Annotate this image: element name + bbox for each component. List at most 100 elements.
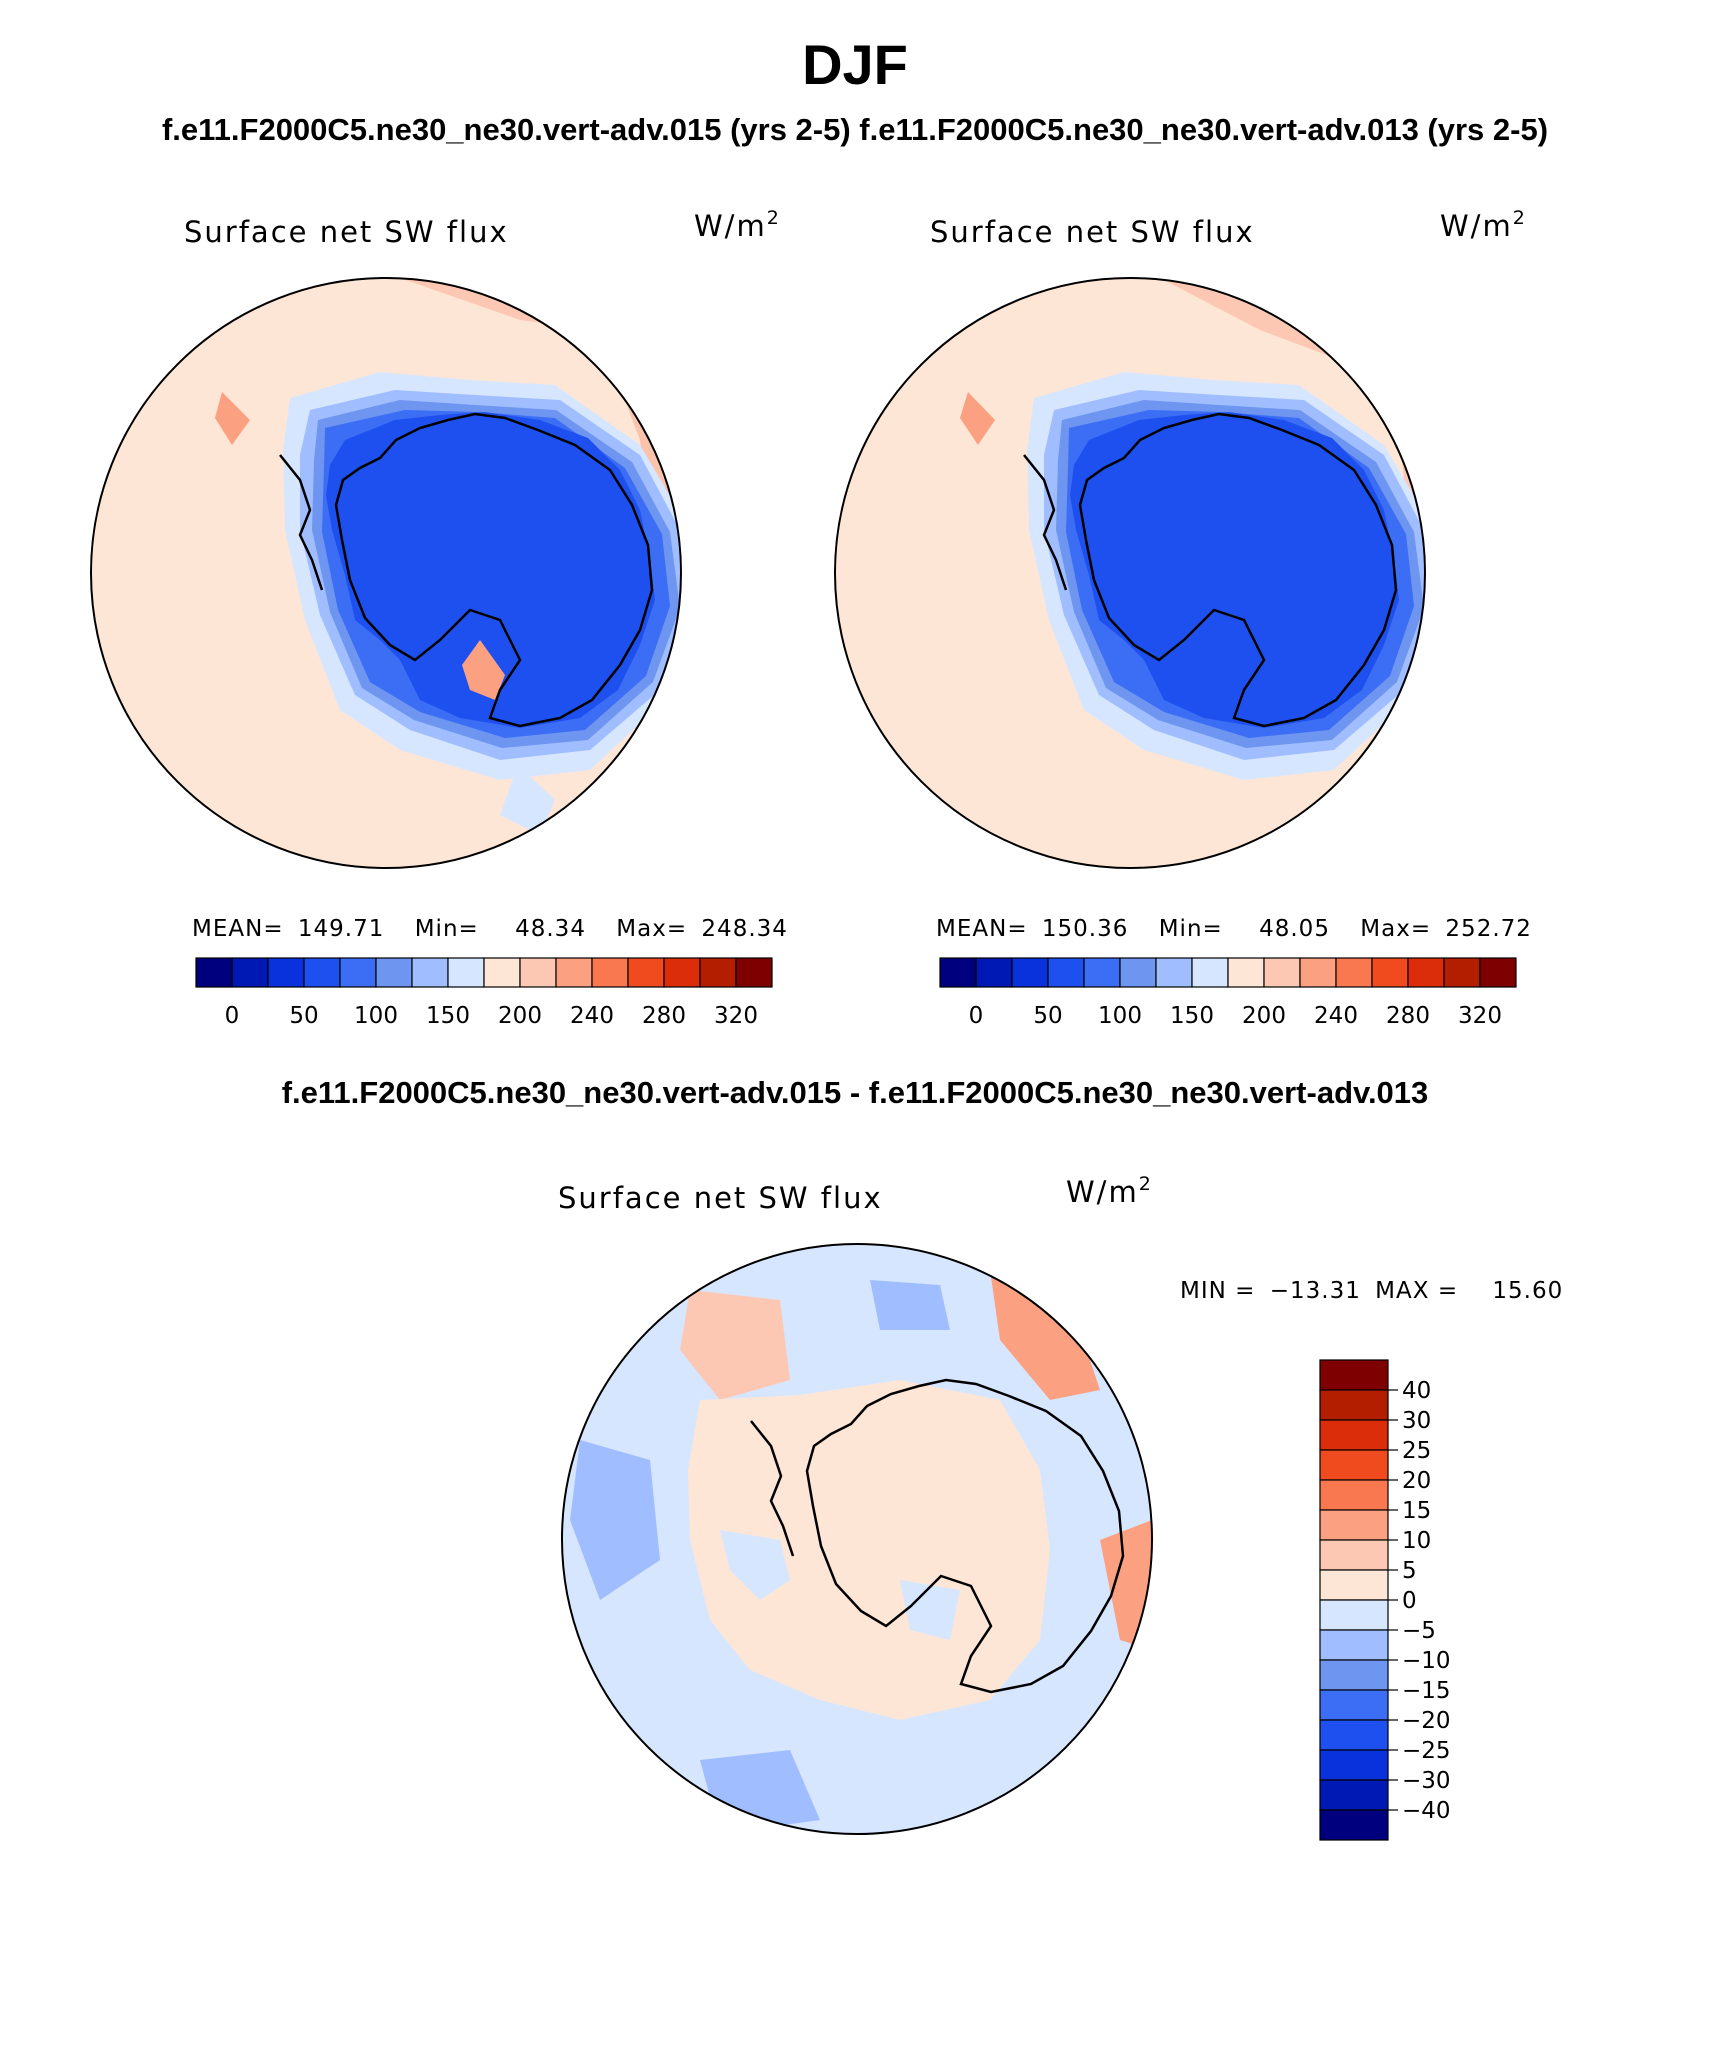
panel-2-colorbar-swatch: [1407, 957, 1445, 988]
panel-2-title: Surface net SW flux: [930, 215, 1255, 249]
panel-1: Surface net SW flux W/m2 MEAN= 149.71 Mi…: [90, 207, 788, 1029]
panel-3-colorbar-tick-label: 15: [1402, 1498, 1431, 1524]
panel-1-stats: MEAN= 149.71 Min= 48.34 Max= 248.34: [192, 916, 788, 942]
panel-1-colorbar-tick-label: 320: [714, 1003, 758, 1029]
panel-1-colorbar-swatch: [231, 957, 269, 988]
panel-2-colorbar-swatch: [1047, 957, 1085, 988]
panel-2-colorbar-tick-label: 0: [969, 1003, 984, 1029]
panel-2-colorbar-swatch: [1335, 957, 1373, 988]
panel-2-colorbar-swatch: [1479, 957, 1517, 988]
panel-3-colorbar-swatch: [1319, 1569, 1389, 1601]
difference-title: f.e11.F2000C5.ne30_ne30.vert-adv.015 - f…: [281, 1075, 1429, 1110]
panel-1-colorbar-swatch: [339, 957, 377, 988]
panel-2-colorbar-swatch: [975, 957, 1013, 988]
panel-1-max: 248.34: [701, 916, 787, 942]
panel-2: Surface net SW flux W/m2 MEAN= 150.36 Mi…: [834, 207, 1532, 1029]
panel-2-units: W/m2: [1440, 207, 1527, 243]
panel-2-units-base: W/m: [1440, 209, 1513, 243]
panel-3-colorbar-tick-label: 0: [1402, 1588, 1417, 1614]
panel-2-min-label: Min=: [1159, 916, 1223, 942]
panel-3-colorbar-swatch: [1319, 1659, 1389, 1691]
panel-1-title: Surface net SW flux: [184, 215, 509, 249]
panel-2-colorbar-tick-label: 320: [1458, 1003, 1502, 1029]
panel-2-colorbar: 0 50 100 150 200 240 280 320: [939, 957, 1517, 1029]
panel-2-colorbar-tick-label: 280: [1386, 1003, 1430, 1029]
panel-3-cool-patch-4: [720, 1530, 790, 1600]
panel-1-colorbar: 0 50 100 150 200 240 280 320: [195, 957, 773, 1029]
panel-2-colorbar-swatch: [939, 957, 977, 988]
panel-3-colorbar-swatch: [1319, 1809, 1389, 1841]
panel-1-colorbar-swatch: [375, 957, 413, 988]
panel-3-colorbar-tick-label: 10: [1402, 1528, 1431, 1554]
panel-1-colorbar-swatch: [483, 957, 521, 988]
panel-1-coastline: [334, 412, 654, 728]
panel-1-colorbar-swatch: [267, 957, 305, 988]
panel-3-units-base: W/m: [1066, 1175, 1139, 1209]
panel-3-cool-patch-1: [570, 1440, 660, 1600]
panel-3-map: [562, 1244, 1152, 1834]
panel-2-colorbar-swatch: [1263, 957, 1301, 988]
panel-3-colorbar-swatch: [1319, 1779, 1389, 1811]
panel-2-mean-label: MEAN=: [936, 916, 1028, 942]
panel-1-map-border: [90, 277, 682, 869]
panel-2-stats: MEAN= 150.36 Min= 48.05 Max= 252.72: [936, 916, 1532, 942]
panel-2-colorbar-tick-label: 100: [1098, 1003, 1142, 1029]
panel-1-colorbar-swatch: [627, 957, 665, 988]
panel-1-colorbar-swatch: [303, 957, 341, 988]
panel-3-colorbar-swatch: [1319, 1509, 1389, 1541]
panel-3-colorbar-swatch: [1319, 1719, 1389, 1751]
panel-3-colorbar-swatch: [1319, 1359, 1389, 1391]
panel-1-colorbar-tick-label: 150: [426, 1003, 470, 1029]
panel-2-colorbar-swatch: [1191, 957, 1229, 988]
panel-3-colorbar-swatch: [1319, 1389, 1389, 1421]
panel-3-units: W/m2: [1066, 1173, 1153, 1209]
panel-2-colorbar-tick-label: 240: [1314, 1003, 1358, 1029]
panel-1-colorbar-tick-label: 0: [225, 1003, 240, 1029]
panel-1-min-label: Min=: [415, 916, 479, 942]
panel-2-colorbar-swatch: [1227, 957, 1265, 988]
panel-3-units-exp: 2: [1139, 1173, 1153, 1195]
panel-3-colorbar-tick-label: 5: [1402, 1558, 1417, 1584]
panel-1-colorbar-tick-label: 240: [570, 1003, 614, 1029]
panel-1-colorbar-swatch: [519, 957, 557, 988]
panel-3-colorbar-tick-label: 25: [1402, 1438, 1431, 1464]
panel-1-continent: [326, 412, 655, 728]
panel-1-mean-label: MEAN=: [192, 916, 284, 942]
panel-1-colorbar-swatch: [699, 957, 737, 988]
panel-1-shelf-warm: [462, 640, 505, 700]
panel-3-colorbar-tick-label: 40: [1402, 1378, 1431, 1404]
panel-3-colorbar-swatch: [1319, 1749, 1389, 1781]
panel-3-colorbar-swatch: [1319, 1419, 1389, 1451]
page-title: DJF: [802, 33, 908, 96]
panel-2-colorbar-swatch: [1119, 957, 1157, 988]
panel-3-peninsula: [750, 1420, 795, 1557]
panel-1-mean: 149.71: [298, 916, 384, 942]
panel-2-warm-patch: [960, 392, 995, 445]
panel-3-colorbar-swatch: [1319, 1599, 1389, 1631]
panel-3-warm-patch-2: [990, 1270, 1100, 1400]
panel-1-max-label: Max=: [616, 916, 687, 942]
panel-1-colorbar-tick-label: 200: [498, 1003, 542, 1029]
panel-2-colorbar-swatch: [1011, 957, 1049, 988]
panel-3-map-border: [561, 1243, 1153, 1835]
panel-1-colorbar-tick-label: 100: [354, 1003, 398, 1029]
panel-2-colorbar-swatch: [1299, 957, 1337, 988]
panel-2-peninsula: [1023, 454, 1068, 591]
panel-2-units-exp: 2: [1513, 207, 1527, 229]
panel-3-stats: MIN = −13.31 MAX = 15.60: [1180, 1278, 1563, 1304]
panel-3-colorbar-tick-label: −20: [1402, 1708, 1451, 1734]
panel-3-warm-patch-3: [860, 1640, 960, 1700]
panel-1-map: [91, 278, 681, 868]
panel-2-colorbar-tick-label: 150: [1170, 1003, 1214, 1029]
panel-2-map: [835, 278, 1425, 868]
panel-2-coastline: [1078, 412, 1398, 728]
panel-3-colorbar-tick-label: 20: [1402, 1468, 1431, 1494]
panel-1-warm-patch: [215, 392, 250, 445]
panel-2-min: 48.05: [1259, 916, 1330, 942]
panel-1-colorbar-swatch: [663, 957, 701, 988]
panel-3-colorbar-swatch: [1319, 1479, 1389, 1511]
panel-2-colorbar-tick-label: 50: [1033, 1003, 1062, 1029]
panel-2-cool-patch: [1268, 830, 1295, 868]
panel-1-colorbar-swatch: [411, 957, 449, 988]
